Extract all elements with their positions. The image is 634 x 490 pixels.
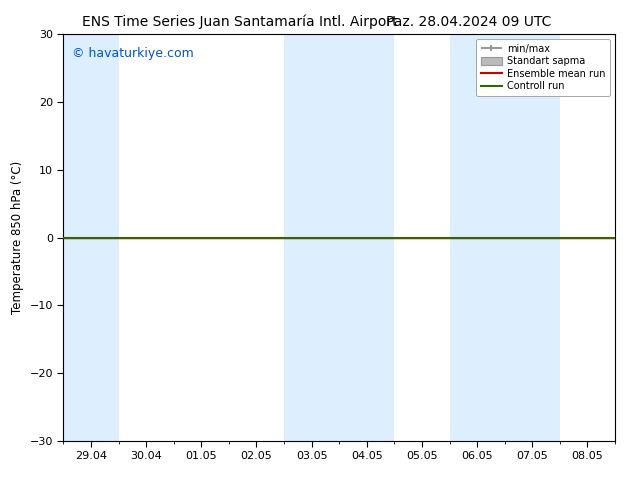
Bar (284, 34, 339, 441)
Bar (63, 34, 119, 441)
Bar (450, 34, 505, 441)
Legend: min/max, Standart sapma, Ensemble mean run, Controll run: min/max, Standart sapma, Ensemble mean r… (476, 39, 610, 96)
Text: Paz. 28.04.2024 09 UTC: Paz. 28.04.2024 09 UTC (386, 15, 552, 29)
Text: ENS Time Series Juan Santamaría Intl. Airport: ENS Time Series Juan Santamaría Intl. Ai… (82, 15, 398, 29)
Text: © havaturkiye.com: © havaturkiye.com (72, 47, 193, 59)
Bar (505, 34, 560, 441)
Bar (339, 34, 394, 441)
Y-axis label: Temperature 850 hPa (°C): Temperature 850 hPa (°C) (11, 161, 24, 314)
